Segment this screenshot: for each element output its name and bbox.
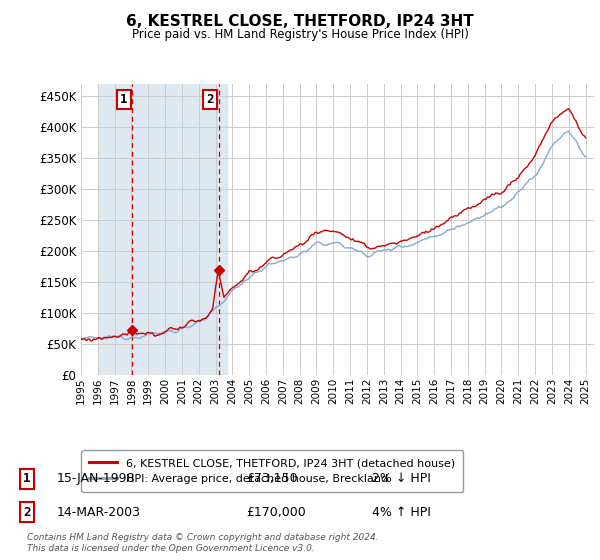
Text: Price paid vs. HM Land Registry's House Price Index (HPI): Price paid vs. HM Land Registry's House … (131, 28, 469, 41)
Text: 15-JAN-1998: 15-JAN-1998 (57, 472, 136, 486)
Text: This data is licensed under the Open Government Licence v3.0.: This data is licensed under the Open Gov… (27, 544, 315, 553)
Text: £170,000: £170,000 (246, 506, 306, 519)
Text: 1: 1 (120, 93, 127, 106)
Text: 2: 2 (23, 506, 31, 519)
Text: 14-MAR-2003: 14-MAR-2003 (57, 506, 141, 519)
Text: 6, KESTREL CLOSE, THETFORD, IP24 3HT: 6, KESTREL CLOSE, THETFORD, IP24 3HT (126, 14, 474, 29)
Legend: 6, KESTREL CLOSE, THETFORD, IP24 3HT (detached house), HPI: Average price, detac: 6, KESTREL CLOSE, THETFORD, IP24 3HT (de… (82, 450, 463, 492)
Text: 2: 2 (206, 93, 214, 106)
Text: £73,150: £73,150 (246, 472, 298, 486)
Text: 2% ↓ HPI: 2% ↓ HPI (372, 472, 431, 486)
Text: Contains HM Land Registry data © Crown copyright and database right 2024.: Contains HM Land Registry data © Crown c… (27, 533, 379, 542)
Text: 1: 1 (23, 472, 31, 486)
Bar (98, 84, 227, 375)
Text: 4% ↑ HPI: 4% ↑ HPI (372, 506, 431, 519)
